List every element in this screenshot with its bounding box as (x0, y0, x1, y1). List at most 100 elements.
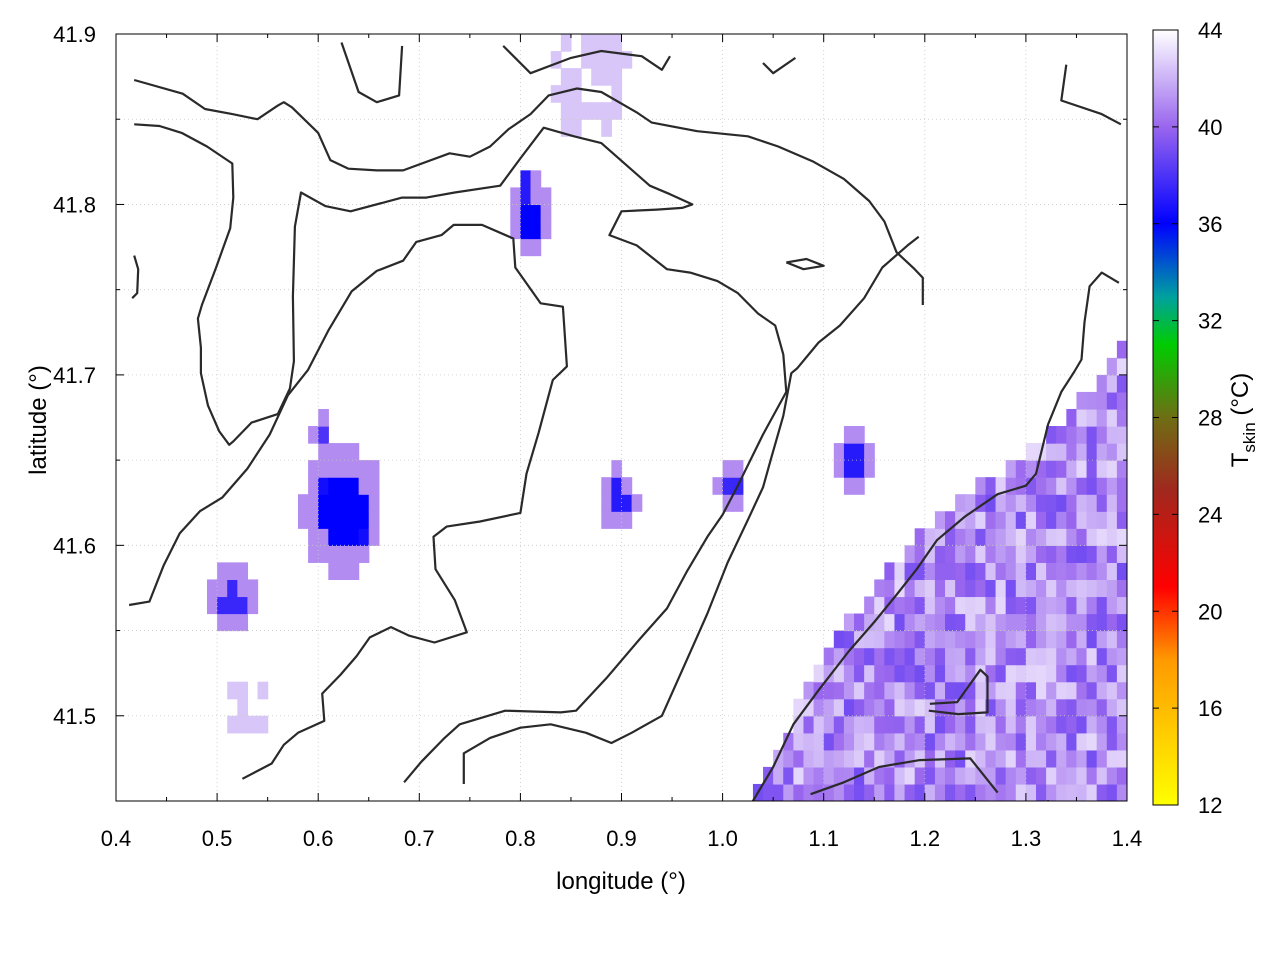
heatmap-cell (965, 630, 976, 649)
heatmap-cell (1005, 664, 1017, 683)
heatmap-cell (591, 68, 602, 86)
heatmap-cell (904, 630, 916, 649)
heatmap-cell (985, 783, 997, 801)
heatmap-cell (348, 545, 360, 563)
heatmap-cell (995, 579, 1007, 598)
heatmap-cell (894, 664, 906, 683)
heatmap-cell (348, 460, 360, 478)
heatmap-cell (803, 766, 815, 785)
heatmap-cell (975, 647, 987, 666)
heatmap-cell (1066, 749, 1078, 768)
x-axis-label: longitude (°) (556, 868, 686, 895)
heatmap-cell (1025, 732, 1037, 751)
colorbar-tick-label: 20 (1198, 599, 1222, 624)
heatmap-cell (1106, 477, 1118, 495)
heatmap-cell (1025, 460, 1037, 478)
heatmap-cell (823, 783, 835, 801)
heatmap-cell (318, 494, 329, 512)
heatmap-cell (884, 715, 896, 734)
heatmap-cell (1116, 408, 1127, 427)
colorbar-tick-label: 28 (1198, 406, 1222, 431)
heatmap-cell (843, 477, 855, 495)
heatmap-cell (1005, 630, 1017, 649)
colorbar-tick-label: 44 (1198, 18, 1222, 43)
heatmap-cell (965, 494, 976, 512)
heatmap-cell (793, 715, 805, 734)
heatmap-cell (1086, 613, 1098, 632)
heatmap-cell (358, 545, 370, 563)
heatmap-cell (520, 187, 532, 206)
heatmap-cell (227, 579, 238, 598)
heatmap-cell (894, 630, 906, 649)
heatmap-cell (854, 477, 865, 495)
heatmap-cell (1025, 749, 1037, 768)
heatmap-cell (995, 545, 1007, 563)
contour-line (340, 42, 404, 104)
heatmap-cell (1086, 443, 1098, 461)
heatmap-cell (237, 715, 249, 734)
heatmap-cell (975, 630, 987, 649)
heatmap-cell (1076, 613, 1088, 632)
heatmap-cell (914, 528, 926, 546)
heatmap-cell (1116, 545, 1127, 563)
heatmap-cell (1096, 647, 1108, 666)
heatmap-cell (874, 749, 885, 768)
heatmap-cell (1076, 477, 1088, 495)
heatmap-cell (1076, 698, 1088, 717)
heatmap-cell (1076, 545, 1088, 563)
heatmap-cell (874, 766, 885, 785)
heatmap-cell (358, 477, 370, 495)
heatmap-cell (530, 238, 542, 257)
heatmap-cell (348, 494, 360, 512)
x-tick-label: 1.2 (910, 826, 941, 851)
heatmap-cell (975, 579, 987, 598)
axes: 0.4 0.5 0.6 0.7 0.8 0.9 1.0 1.1 1.2 1.3 1.4 41.5 41.… (53, 22, 1142, 851)
heatmap-cell (227, 715, 238, 734)
heatmap-cell (1086, 494, 1098, 512)
heatmap-cell (1015, 715, 1027, 734)
heatmap-cell (1066, 698, 1078, 717)
x-tick-label: 1.3 (1011, 826, 1042, 851)
heatmap-cell (1116, 374, 1127, 393)
heatmap-cell (864, 783, 875, 801)
heatmap-cell (621, 51, 633, 69)
heatmap-cell (1005, 511, 1017, 529)
heatmap-cell (843, 783, 855, 801)
heatmap-cell (1086, 545, 1098, 563)
heatmap-cell (581, 51, 592, 69)
heatmap-cell (1056, 460, 1067, 478)
heatmap-cell (1066, 664, 1078, 683)
heatmap-cell (570, 102, 582, 120)
heatmap-cell (1015, 749, 1027, 768)
heatmap-cell (318, 408, 329, 427)
heatmap-cell (1086, 681, 1098, 700)
heatmap-cell (1015, 783, 1027, 801)
heatmap-cell (1076, 783, 1088, 801)
heatmap-cell (1056, 579, 1067, 598)
heatmap-cell (1086, 630, 1098, 649)
heatmap-cell (955, 596, 966, 615)
heatmap-cell (864, 681, 875, 700)
heatmap-cell (904, 749, 916, 768)
contour-line (785, 257, 825, 271)
heatmap-cell (1076, 443, 1088, 461)
heatmap-cell (1005, 647, 1017, 666)
heatmap-cell (803, 749, 815, 768)
heatmap-cell (985, 732, 997, 751)
heatmap-cell (1025, 511, 1037, 529)
heatmap-cell (1056, 783, 1067, 801)
heatmap-cell (318, 477, 329, 495)
heatmap-cell (1076, 528, 1088, 546)
heatmap-cell (813, 698, 825, 717)
heatmap-cell (1015, 664, 1027, 683)
heatmap-cell (894, 681, 906, 700)
heatmap-cell (833, 664, 845, 683)
heatmap-cell (722, 460, 734, 478)
heatmap-cell (1056, 715, 1067, 734)
heatmap-cell (348, 443, 360, 461)
heatmap-cell (1005, 613, 1017, 632)
heatmap-cell (854, 715, 865, 734)
heatmap-cell (1005, 766, 1017, 785)
heatmap-cell (884, 613, 896, 632)
heatmap-cell (985, 596, 997, 615)
